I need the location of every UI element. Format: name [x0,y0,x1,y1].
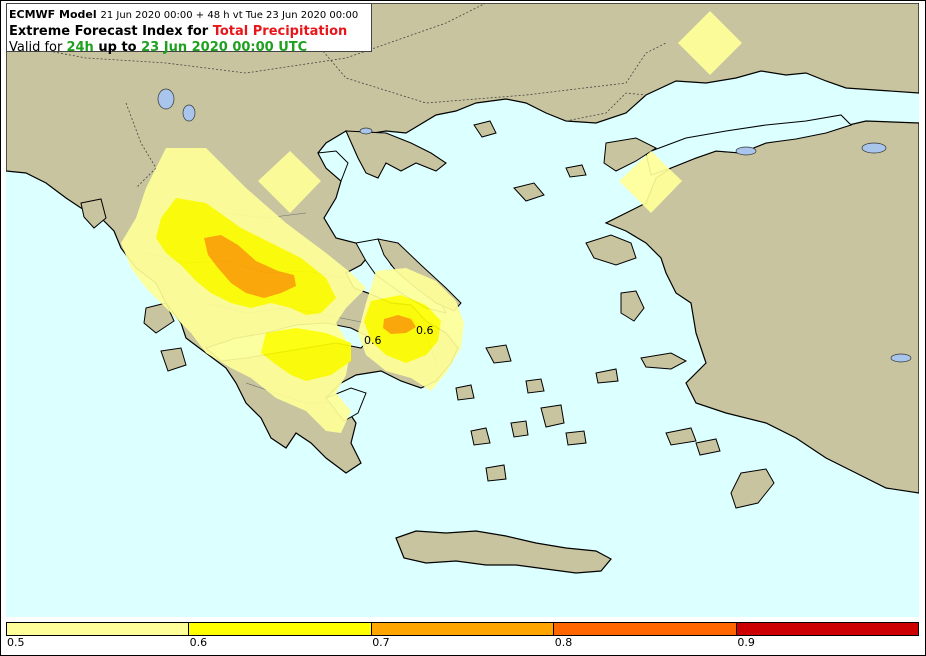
contour-label-2: 0.6 [416,324,434,337]
efi-0.5-diamond-2 [619,151,682,213]
model-name: ECMWF Model [9,8,97,21]
thasos-island [473,120,497,138]
title-line-3: Valid for 24h up to 23 Jun 2020 00:00 UT… [9,40,367,56]
corfu-island [80,198,107,229]
valid-time: 23 Jun 2020 00:00 UTC [141,40,308,55]
map-canvas: 0.6 0.6 [6,3,919,617]
colorbar-ticks: 0.5 0.6 0.7 0.8 0.9 [6,636,919,652]
valid-prefix: Valid for [9,40,67,55]
colorbar-tick-label: 0.5 [7,636,25,649]
colorbar-tick-label: 0.8 [554,636,573,649]
chalkidiki [345,130,447,179]
efi-0.5-diamond-3 [678,11,742,75]
chios-island [620,290,645,322]
efi-0.6-area-mid [261,328,351,381]
up-to: up to [93,40,142,55]
contour-label-1: 0.6 [364,334,382,347]
colorbar-segment [7,623,190,635]
crete-island [395,530,612,574]
title-line-1: ECMWF Model 21 Jun 2020 00:00 + 48 h vt … [9,7,367,24]
colorbar-segment [371,623,555,635]
colorbar-segment [554,623,737,635]
colorbar-tick-label: 0.7 [372,636,390,649]
efi-0.7-area-west [204,235,296,298]
run-info: 21 Jun 2020 00:00 + 48 h vt Tue 23 Jun 2… [100,10,359,21]
colorbar-tick-label: 0.9 [737,636,755,649]
parameter-name: Total Precipitation [212,24,348,39]
cyclades-islands [455,344,721,482]
thermaic-gulf [317,150,349,182]
gallipoli [603,137,658,172]
colorbar-tick-label: 0.6 [189,636,208,649]
rhodes-island [730,468,775,509]
sea-of-marmara [645,114,853,176]
colorbar-segment [736,623,919,635]
samos-island [640,352,688,370]
colorbar-segment [189,623,372,635]
samothraki-island [565,164,587,178]
lesvos-island [585,234,637,266]
title-prefix: Extreme Forecast Index for [9,24,213,39]
efi-0.5-diamond-1 [258,151,321,213]
title-box: ECMWF Model 21 Jun 2020 00:00 + 48 h vt … [6,3,372,55]
lakes [157,88,912,363]
title-line-2: Extreme Forecast Index for Total Precipi… [9,24,367,40]
efi-shading [121,11,742,433]
period: 24h [66,40,94,55]
limnos-island [513,182,545,202]
zakynthos-island [160,347,187,372]
colorbar [6,622,919,636]
efi-0.7-area-east [383,315,416,334]
